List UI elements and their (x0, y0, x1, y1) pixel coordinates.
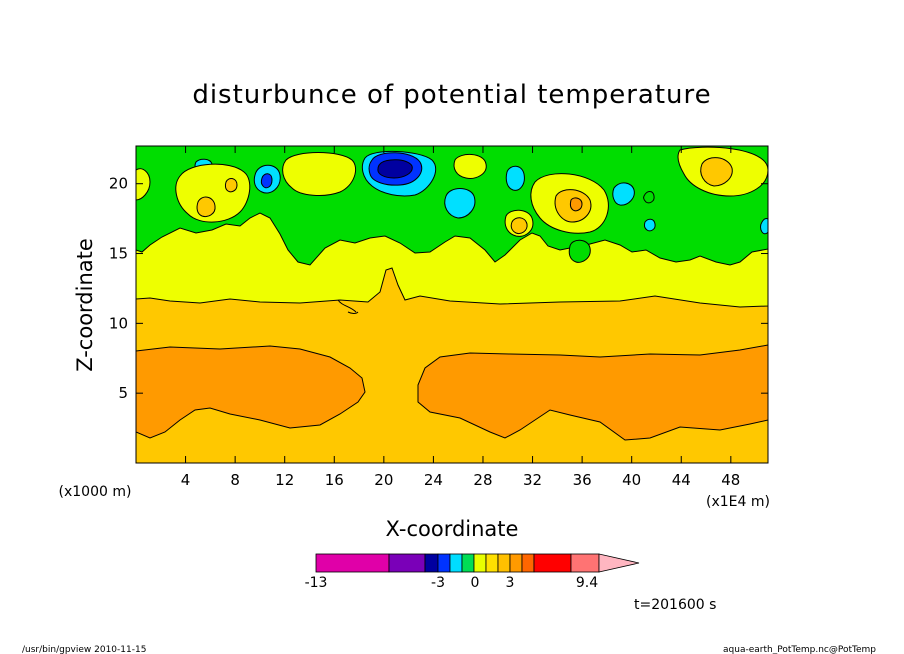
plot-frame (135, 145, 769, 464)
x-tick-label: 12 (275, 471, 294, 489)
colorbar: -13 -3 0 3 9.4 (305, 553, 640, 591)
colorbar-segment (570, 553, 600, 573)
island-amber-6 (569, 197, 583, 212)
colorbar-segment (473, 553, 487, 573)
x-axis: 4 8 12 16 20 24 28 32 36 40 44 48 (181, 146, 740, 489)
patch-cyan-b (444, 188, 476, 219)
colorbar-tick-label: 3 (506, 575, 515, 591)
chart-title: disturbunce of potential temperature (192, 80, 711, 110)
band-orange-right (417, 344, 768, 441)
island-green-1 (568, 239, 591, 263)
y-axis-title: Z-coordinate (73, 238, 97, 372)
y-tick-label: 20 (109, 175, 128, 193)
colorbar-segment (521, 553, 535, 573)
colorbar-segment (449, 553, 463, 573)
colorbar-segment (497, 553, 511, 573)
patch-cyan-f (760, 218, 768, 235)
x-unit-right: (x1E4 m) (706, 494, 770, 510)
colorbar-tick-label: 0 (471, 575, 480, 591)
colorbar-tick-label: -13 (305, 575, 328, 591)
patch-cyan-g (643, 218, 656, 232)
y-tick-label: 15 (109, 245, 128, 263)
x-tick-label: 32 (523, 471, 542, 489)
colorbar-segment (461, 553, 475, 573)
x-tick-label: 24 (424, 471, 443, 489)
x-tick-label: 40 (622, 471, 641, 489)
island-yellow-5 (453, 154, 487, 179)
colorbar-segment (388, 553, 426, 573)
y-tick-label: 10 (109, 314, 128, 332)
x-axis-title: X-coordinate (386, 517, 519, 541)
x-tick-label: 16 (325, 471, 344, 489)
patch-cyan-e (612, 182, 635, 206)
colorbar-segment (315, 553, 390, 573)
footer-left: /usr/bin/gpview 2010-11-15 (22, 645, 146, 654)
plot-area (136, 146, 768, 463)
island-green-2 (643, 191, 655, 204)
x-tick-label: 4 (181, 471, 191, 489)
band-orange-left (136, 345, 366, 439)
x-tick-label: 8 (230, 471, 240, 489)
patch-blue-a (260, 173, 273, 189)
x-tick-label: 44 (672, 471, 691, 489)
patch-darkblue-center (377, 159, 413, 179)
y-axis: 5 10 15 20 (109, 175, 768, 402)
island-amber-4 (700, 157, 733, 187)
colorbar-segment (424, 553, 439, 573)
x-tick-label: 36 (573, 471, 592, 489)
patch-cyan-c (505, 165, 525, 191)
colorbar-arrow (598, 553, 640, 573)
colorbar-segment (437, 553, 451, 573)
x-tick-label: 48 (721, 471, 740, 489)
colorbar-segment (533, 553, 572, 573)
island-yellow-2 (282, 152, 356, 196)
y-tick-label: 5 (118, 384, 128, 402)
time-label: t=201600 s (634, 597, 716, 613)
x-tick-label: 28 (473, 471, 492, 489)
island-amber-5 (510, 217, 528, 234)
x-unit-left: (x1000 m) (59, 484, 132, 500)
island-amber-2 (224, 177, 238, 193)
x-tick-label: 20 (374, 471, 393, 489)
colorbar-tick-label: -3 (431, 575, 445, 591)
island-amber-1 (196, 196, 216, 217)
island-yellow-7 (136, 168, 151, 201)
contour-small (337, 299, 359, 314)
colorbar-segment (485, 553, 499, 573)
footer-right: aqua-earth_PotTemp.nc@PotTemp (723, 645, 876, 654)
colorbar-tick-label: 9.4 (576, 575, 598, 591)
colorbar-segment (509, 553, 523, 573)
